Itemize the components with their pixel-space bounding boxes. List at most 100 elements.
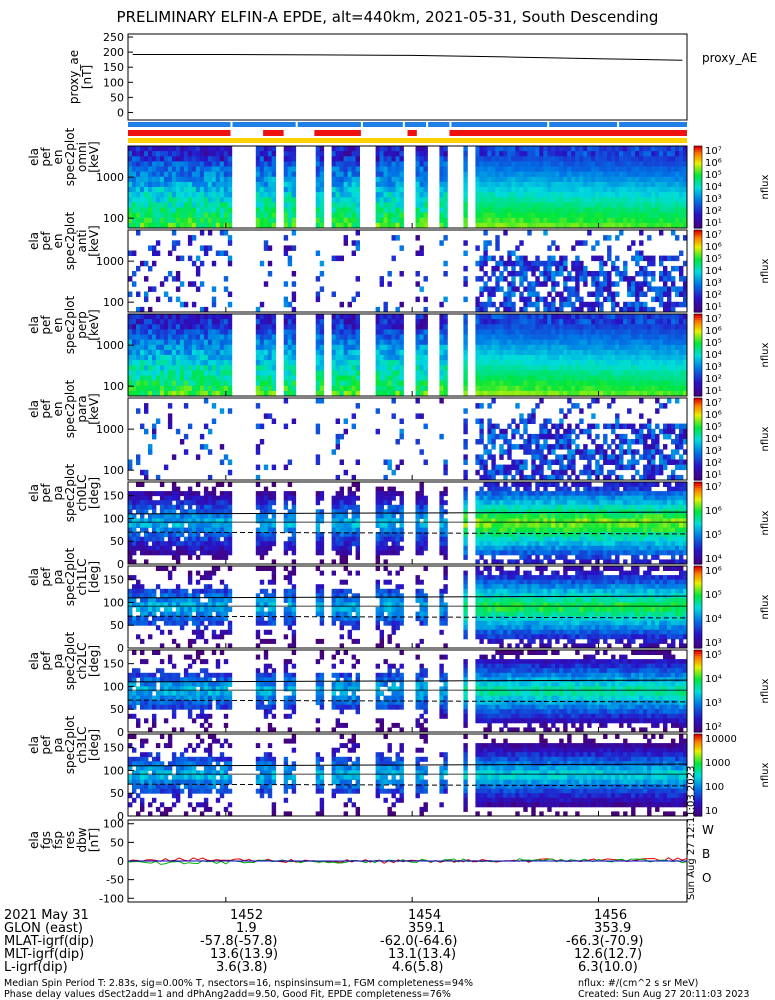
energy-spectrogram-0-cell bbox=[555, 197, 560, 203]
energy-spectrogram-3-cell bbox=[495, 423, 500, 430]
energy-spectrogram-0-cell bbox=[575, 176, 580, 183]
energy-spectrogram-0-cell bbox=[255, 171, 261, 178]
energy-spectrogram-2-colorbar-swatch bbox=[694, 383, 702, 387]
energy-spectrogram-2-cell bbox=[635, 339, 640, 346]
energy-spectrogram-3-cell bbox=[535, 454, 540, 460]
energy-spectrogram-0-cell bbox=[487, 176, 492, 183]
energy-spectrogram-2-cell bbox=[487, 375, 492, 381]
energy-spectrogram-0-cell bbox=[387, 176, 392, 183]
energy-spectrogram-2-cell bbox=[547, 324, 552, 330]
energy-spectrogram-2-cell bbox=[211, 344, 217, 351]
pitch-spectrogram-0-cell bbox=[140, 550, 145, 556]
energy-spectrogram-3-cell bbox=[479, 403, 484, 409]
energy-spectrogram-2-cell bbox=[163, 319, 169, 325]
energy-spectrogram-0-cell bbox=[339, 166, 344, 172]
energy-spectrogram-2-cell bbox=[515, 365, 520, 371]
energy-spectrogram-2-cell bbox=[599, 385, 604, 392]
energy-spectrogram-0-cell bbox=[183, 171, 189, 178]
energy-spectrogram-1-cell bbox=[555, 291, 560, 297]
energy-spectrogram-0-cell bbox=[331, 197, 336, 203]
energy-spectrogram-3-cell bbox=[619, 464, 624, 471]
energy-spectrogram-0-cell bbox=[335, 156, 340, 162]
energy-spectrogram-0-cell bbox=[175, 176, 181, 183]
energy-spectrogram-2-cell bbox=[651, 314, 656, 320]
energy-spectrogram-3-cell bbox=[479, 459, 484, 465]
energy-spectrogram-0-cell bbox=[511, 151, 516, 157]
energy-spectrogram-2-cell bbox=[579, 324, 584, 330]
energy-spectrogram-0-cell bbox=[191, 146, 197, 152]
energy-spectrogram-0-cell bbox=[539, 161, 544, 167]
energy-spectrogram-2-cell bbox=[283, 375, 289, 381]
energy-spectrogram-2-cell bbox=[555, 314, 560, 320]
energy-spectrogram-2-cell bbox=[523, 360, 528, 366]
energy-spectrogram-2-cell bbox=[519, 375, 524, 381]
energy-spectrogram-3-cell bbox=[167, 423, 173, 430]
energy-spectrogram-1-colorbar-swatch bbox=[694, 285, 702, 288]
energy-spectrogram-1-cell bbox=[263, 245, 269, 251]
energy-spectrogram-2-cell bbox=[267, 385, 273, 392]
energy-spectrogram-0-cell bbox=[603, 207, 608, 213]
energy-spectrogram-2-cell bbox=[211, 314, 217, 320]
energy-spectrogram-2-cell bbox=[351, 349, 356, 356]
energy-spectrogram-2-cell bbox=[219, 349, 225, 356]
energy-spectrogram-2-cell bbox=[439, 380, 444, 387]
energy-spectrogram-2-cell bbox=[631, 360, 636, 366]
energy-spectrogram-2-cell bbox=[263, 349, 269, 356]
energy-spectrogram-2-cell bbox=[351, 319, 356, 325]
energy-spectrogram-0-cell bbox=[343, 197, 348, 203]
energy-spectrogram-0-cell bbox=[152, 156, 157, 162]
energy-spectrogram-0-cell bbox=[343, 161, 348, 167]
energy-spectrogram-0-cell bbox=[331, 217, 336, 224]
energy-spectrogram-2-cell bbox=[136, 349, 141, 356]
energy-spectrogram-2-cell bbox=[195, 349, 201, 356]
energy-spectrogram-2-cell bbox=[136, 370, 141, 376]
energy-spectrogram-0-cell bbox=[619, 212, 624, 219]
energy-spectrogram-0-cell bbox=[219, 171, 225, 178]
energy-spectrogram-1-cell bbox=[195, 255, 201, 262]
energy-spectrogram-3-cell bbox=[155, 418, 161, 424]
energy-spectrogram-0-cell bbox=[207, 207, 213, 213]
energy-spectrogram-1-cell bbox=[551, 271, 556, 277]
energy-spectrogram-0-cell bbox=[167, 176, 173, 183]
energy-spectrogram-2-colorbar-swatch bbox=[694, 389, 702, 393]
energy-spectrogram-0-cell bbox=[479, 166, 484, 172]
energy-spectrogram-3-cell bbox=[152, 423, 157, 430]
energy-spectrogram-0-cell bbox=[539, 181, 544, 188]
energy-spectrogram-2-cell bbox=[599, 390, 604, 397]
energy-spectrogram-2-cell bbox=[399, 319, 404, 325]
energy-spectrogram-3-cell bbox=[203, 444, 209, 450]
energy-spectrogram-0-cell bbox=[271, 166, 277, 172]
energy-spectrogram-2-cell bbox=[591, 355, 596, 361]
energy-spectrogram-0-cell bbox=[659, 151, 664, 157]
energy-spectrogram-0-cell bbox=[211, 161, 217, 167]
energy-spectrogram-0-cell bbox=[339, 151, 344, 157]
energy-spectrogram-0-cell bbox=[623, 212, 628, 219]
energy-spectrogram-2-cell bbox=[675, 385, 680, 392]
energy-spectrogram-3-cell bbox=[339, 433, 344, 440]
energy-spectrogram-2-cell bbox=[375, 390, 380, 397]
energy-spectrogram-0-cell bbox=[651, 171, 656, 178]
energy-spectrogram-1-colorbar-frame bbox=[693, 229, 703, 313]
energy-spectrogram-1-colorbar-swatch bbox=[694, 258, 702, 262]
energy-spectrogram-2-cell bbox=[495, 339, 500, 346]
energy-spectrogram-0-cell bbox=[219, 212, 225, 219]
energy-spectrogram-0-cell bbox=[639, 192, 644, 198]
energy-spectrogram-2-cell bbox=[495, 349, 500, 356]
energy-spectrogram-2-cell bbox=[144, 375, 149, 381]
energy-spectrogram-0-cell bbox=[199, 181, 205, 188]
energy-spectrogram-0-cell bbox=[287, 207, 293, 213]
energy-spectrogram-0-cell bbox=[395, 161, 400, 167]
energy-spectrogram-2-cell bbox=[355, 319, 360, 325]
energy-spectrogram-0-cell bbox=[347, 207, 352, 213]
energy-spectrogram-0-cell bbox=[503, 151, 508, 157]
energy-spectrogram-2-cell bbox=[343, 344, 348, 351]
energy-spectrogram-2-cell bbox=[375, 385, 380, 392]
energy-spectrogram-0-cell bbox=[499, 171, 504, 178]
energy-spectrogram-1-cell bbox=[591, 291, 596, 297]
energy-spectrogram-2-cell bbox=[211, 339, 217, 346]
energy-spectrogram-0-cell bbox=[679, 146, 684, 152]
energy-spectrogram-2-cell bbox=[331, 360, 336, 366]
energy-spectrogram-2-cell bbox=[375, 370, 380, 376]
energy-spectrogram-0-cell bbox=[523, 176, 528, 183]
energy-spectrogram-3-cell bbox=[567, 454, 572, 460]
